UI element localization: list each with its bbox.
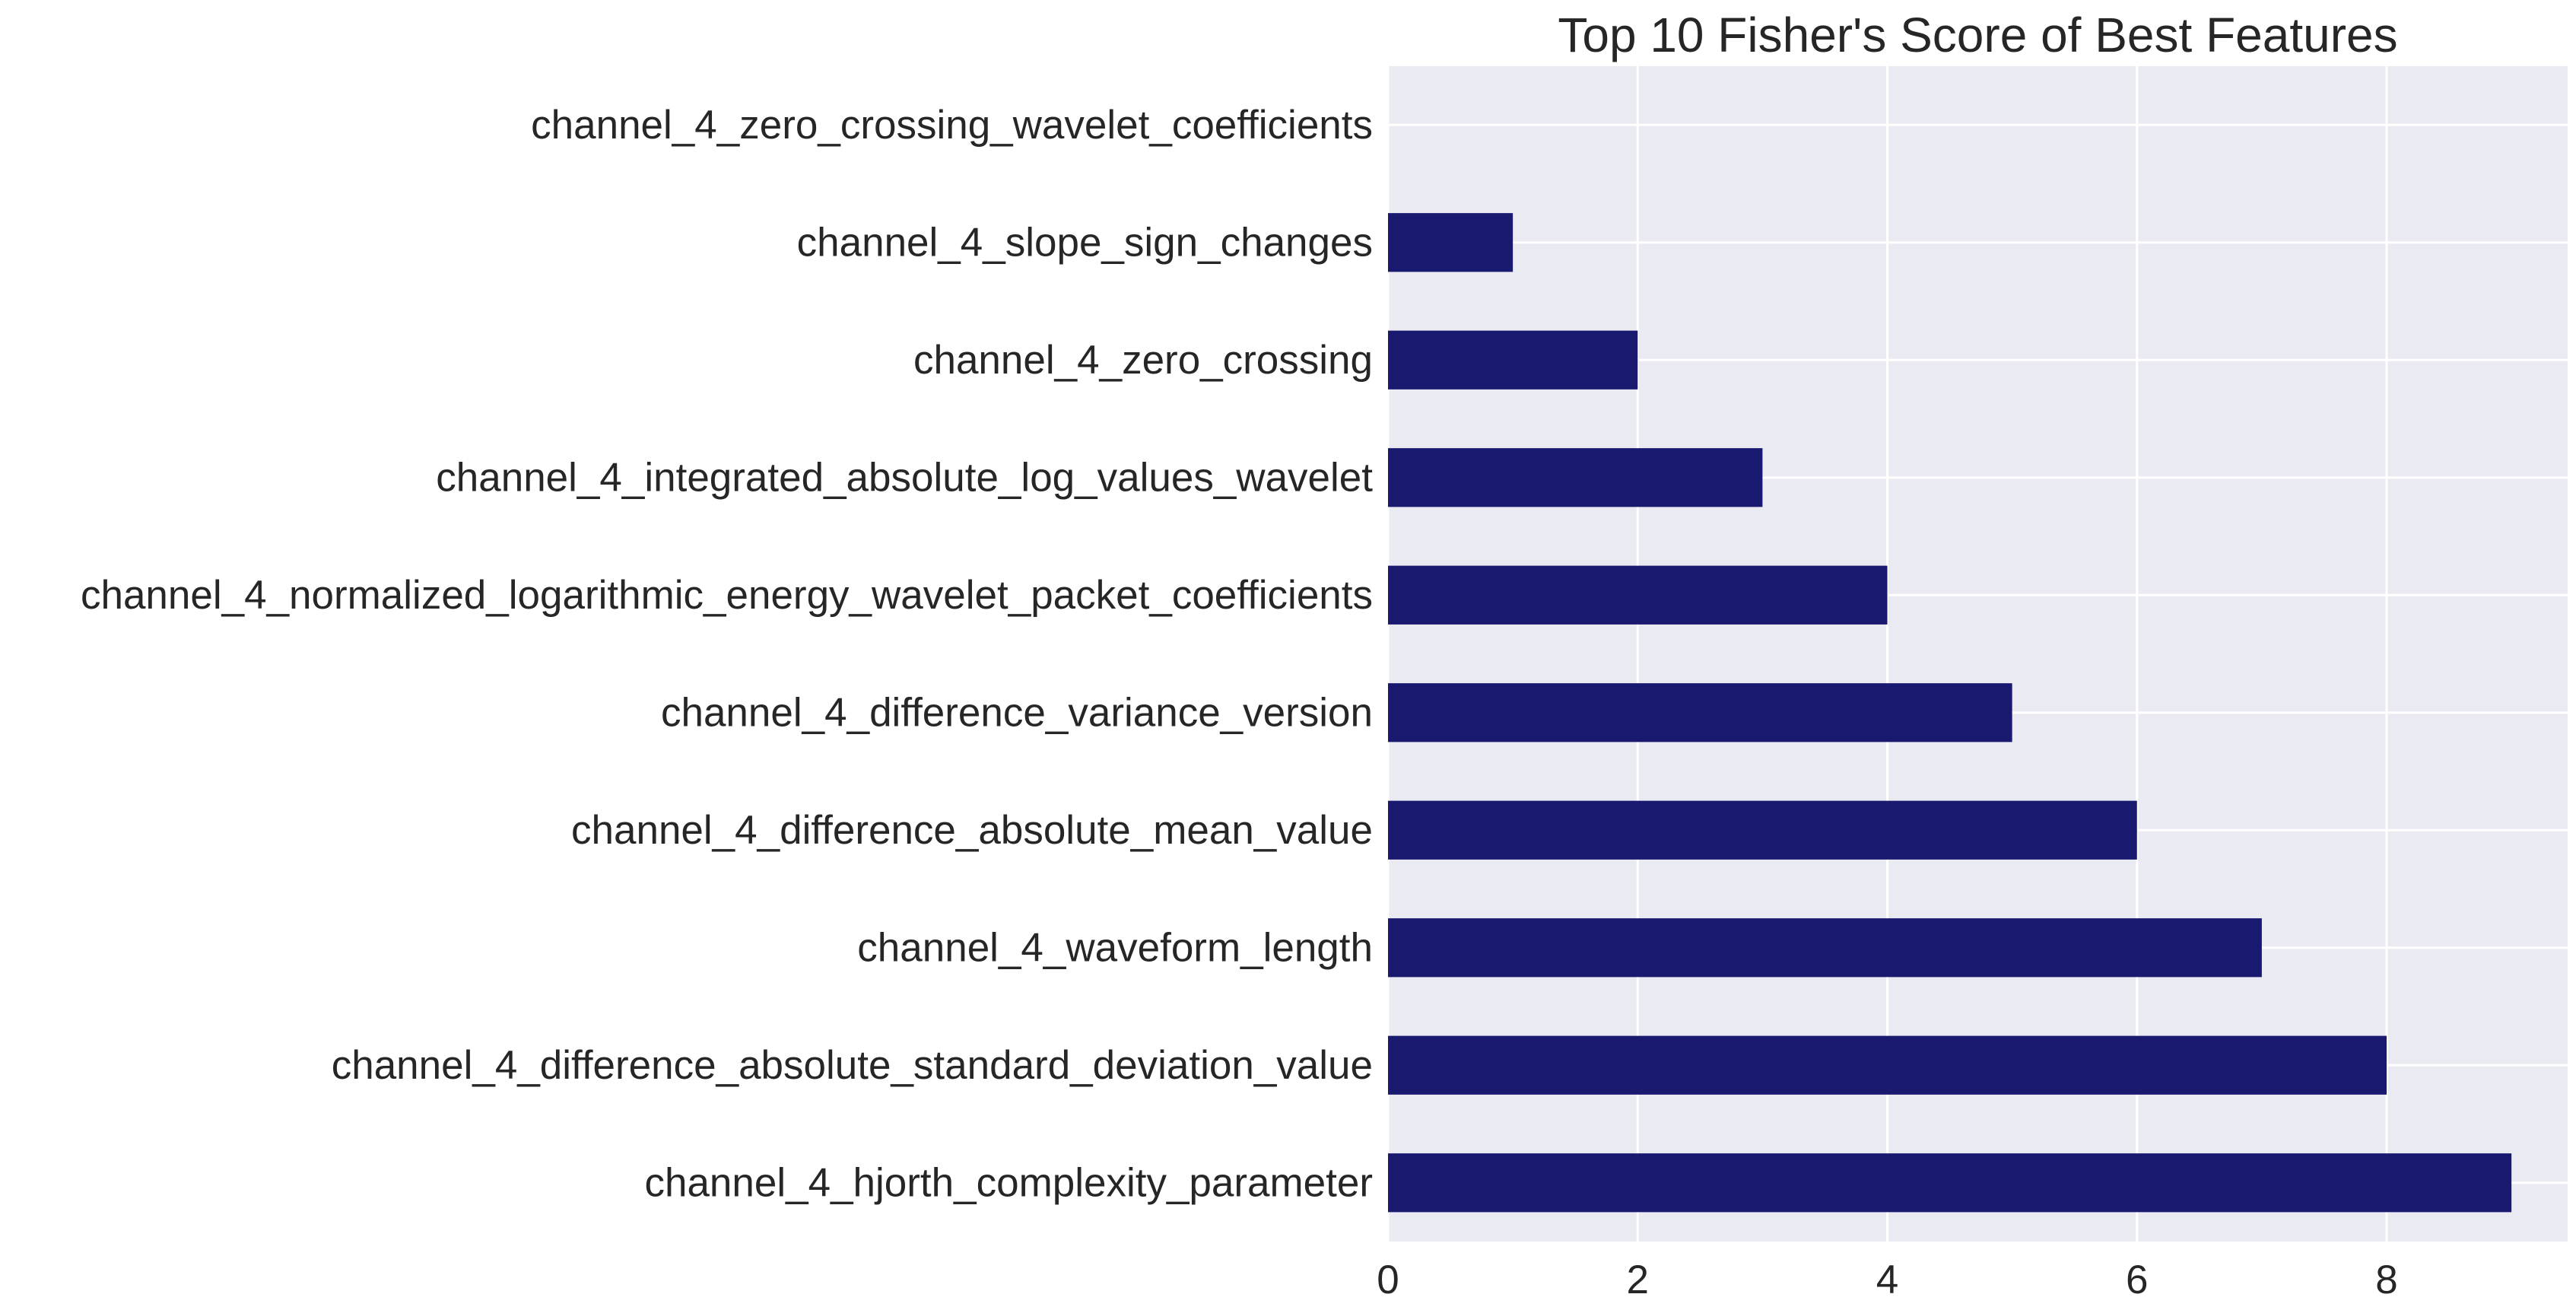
y-tick-label: channel_4_slope_sign_changes (797, 220, 1373, 265)
x-tick-label: 2 (1627, 1258, 1649, 1302)
y-tick-labels: channel_4_zero_crossing_wavelet_coeffici… (81, 103, 1373, 1206)
bar-channel_4_zero_crossing (1388, 330, 1638, 390)
y-tick-label: channel_4_zero_crossing (913, 338, 1373, 383)
bar-channel_4_integrated_absolute_log_values_wavelet (1388, 448, 1763, 507)
y-tick-label: channel_4_difference_absolute_standard_d… (332, 1043, 1373, 1088)
bar-channel_4_hjorth_complexity_parameter (1388, 1153, 2512, 1213)
bar-channel_4_normalized_logarithmic_energy_wavelet_packet_coefficients (1388, 565, 1888, 625)
bars (1388, 213, 2512, 1213)
y-tick-label: channel_4_difference_variance_version (661, 690, 1373, 735)
y-tick-label: channel_4_normalized_logarithmic_energy_… (81, 573, 1373, 618)
x-tick-label: 4 (1876, 1258, 1898, 1302)
bar-channel_4_slope_sign_changes (1388, 213, 1514, 272)
y-tick-label: channel_4_zero_crossing_wavelet_coeffici… (531, 103, 1373, 148)
x-tick-label: 8 (2375, 1258, 2397, 1302)
y-tick-label: channel_4_integrated_absolute_log_values… (436, 455, 1373, 500)
chart-title: Top 10 Fisher's Score of Best Features (1558, 8, 2397, 62)
bar-channel_4_waveform_length (1388, 918, 2262, 978)
y-tick-label: channel_4_waveform_length (857, 925, 1373, 970)
bar-channel_4_difference_absolute_standard_deviation_value (1388, 1035, 2387, 1095)
bar-channel_4_difference_variance_version (1388, 683, 2012, 742)
x-tick-label: 6 (2126, 1258, 2148, 1302)
y-tick-label: channel_4_difference_absolute_mean_value (571, 808, 1373, 853)
x-tick-labels: 0 2 4 6 8 (1377, 1258, 2398, 1302)
x-tick-label: 0 (1377, 1258, 1399, 1302)
bar-channel_4_difference_absolute_mean_value (1388, 800, 2137, 860)
y-tick-label: channel_4_hjorth_complexity_parameter (644, 1160, 1373, 1205)
